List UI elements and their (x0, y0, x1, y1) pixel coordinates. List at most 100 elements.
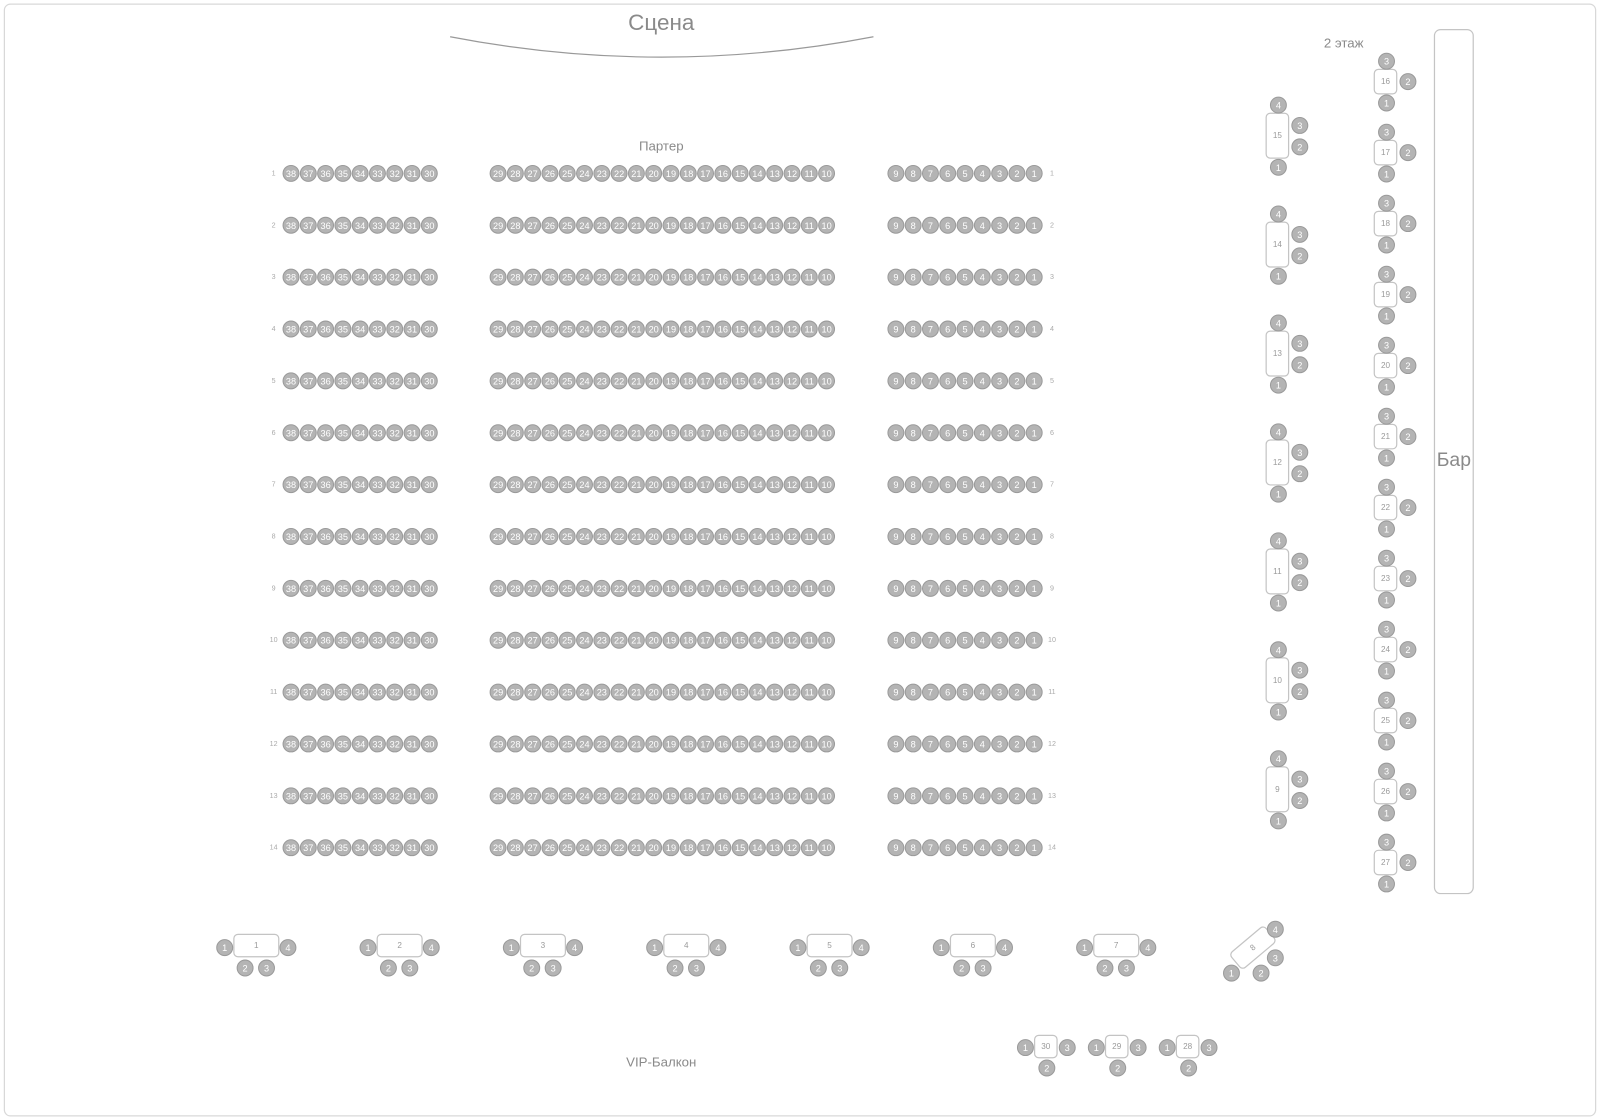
seat[interactable]: 9 (887, 372, 905, 390)
seat[interactable]: 29 (489, 372, 507, 390)
table-seat[interactable]: 3 (1291, 770, 1309, 788)
seat[interactable]: 6 (939, 216, 957, 234)
seat[interactable]: 16 (714, 735, 732, 753)
table-seat[interactable]: 3 (1291, 116, 1309, 134)
seat[interactable]: 28 (506, 683, 524, 701)
seat[interactable]: 17 (697, 476, 715, 494)
table-seat[interactable]: 1 (1269, 267, 1287, 285)
seat[interactable]: 24 (576, 320, 593, 338)
table-seat[interactable]: 3 (1378, 52, 1395, 70)
seat[interactable]: 8 (904, 528, 922, 545)
seat[interactable]: 15 (731, 787, 749, 805)
seat[interactable]: 16 (714, 787, 732, 805)
seat[interactable]: 35 (334, 268, 352, 286)
seat[interactable]: 16 (714, 216, 732, 234)
seat[interactable]: 29 (489, 320, 507, 338)
seat[interactable]: 29 (489, 476, 507, 494)
seat[interactable]: 19 (662, 164, 680, 182)
seat[interactable]: 2 (1008, 424, 1026, 442)
seat[interactable]: 2 (1008, 476, 1026, 494)
seat[interactable]: 31 (403, 735, 421, 753)
seat[interactable]: 28 (506, 476, 524, 494)
seat[interactable]: 11 (800, 268, 818, 286)
seat[interactable]: 22 (610, 372, 628, 390)
seat[interactable]: 13 (766, 839, 784, 857)
seat[interactable]: 8 (904, 476, 922, 494)
seat[interactable]: 24 (576, 476, 593, 494)
seat[interactable]: 19 (662, 839, 680, 857)
seat[interactable]: 11 (800, 528, 818, 545)
seat[interactable]: 28 (506, 839, 524, 857)
seat[interactable]: 4 (973, 164, 991, 182)
table-seat[interactable]: 3 (831, 959, 849, 977)
seat[interactable]: 30 (420, 735, 438, 753)
seat[interactable]: 14 (748, 424, 766, 442)
seat[interactable]: 26 (541, 216, 559, 234)
seat[interactable]: 37 (299, 216, 317, 234)
seat[interactable]: 9 (887, 683, 905, 701)
seat[interactable]: 5 (956, 735, 974, 753)
seat[interactable]: 27 (524, 735, 542, 753)
seat[interactable]: 17 (697, 320, 715, 338)
seat[interactable]: 10 (818, 579, 836, 597)
seat[interactable]: 5 (956, 164, 974, 182)
seat[interactable]: 7 (921, 320, 939, 338)
seat[interactable]: 3 (991, 735, 1009, 753)
seat[interactable]: 33 (368, 839, 386, 857)
seat[interactable]: 37 (299, 631, 317, 649)
seat[interactable]: 20 (645, 631, 663, 649)
seat[interactable]: 23 (593, 216, 611, 234)
seat[interactable]: 24 (576, 216, 593, 234)
seat[interactable]: 9 (887, 528, 905, 545)
seat[interactable]: 33 (368, 424, 386, 442)
seat[interactable]: 25 (558, 320, 576, 338)
seat[interactable]: 22 (610, 787, 628, 805)
seat[interactable]: 13 (766, 683, 784, 701)
seat[interactable]: 33 (368, 216, 386, 234)
seat[interactable]: 10 (818, 839, 836, 857)
seat[interactable]: 7 (921, 372, 939, 390)
table[interactable]: 19 (1373, 281, 1398, 308)
seat[interactable]: 2 (1008, 735, 1026, 753)
seat[interactable]: 21 (627, 579, 645, 597)
seat[interactable]: 24 (576, 631, 593, 649)
seat[interactable]: 24 (576, 839, 593, 857)
table[interactable]: 6 (949, 933, 996, 958)
seat[interactable]: 10 (818, 787, 836, 805)
seat[interactable]: 27 (524, 372, 542, 390)
seat[interactable]: 12 (783, 164, 801, 182)
seat[interactable]: 34 (351, 372, 369, 390)
seat[interactable]: 3 (991, 164, 1009, 182)
seat[interactable]: 13 (766, 216, 784, 234)
seat[interactable]: 2 (1008, 839, 1026, 857)
table[interactable]: 21 (1373, 423, 1398, 450)
seat[interactable]: 19 (662, 372, 680, 390)
seat[interactable]: 33 (368, 320, 386, 338)
table-seat[interactable]: 3 (1291, 225, 1309, 243)
seat[interactable]: 38 (282, 579, 300, 597)
seat[interactable]: 17 (697, 424, 715, 442)
seat[interactable]: 13 (766, 372, 784, 390)
seat[interactable]: 9 (887, 216, 905, 234)
table-seat[interactable]: 3 (974, 959, 992, 977)
seat[interactable]: 38 (282, 216, 300, 234)
seat[interactable]: 19 (662, 476, 680, 494)
seat[interactable]: 36 (317, 735, 335, 753)
seat[interactable]: 37 (299, 476, 317, 494)
seat[interactable]: 32 (386, 164, 404, 182)
seat[interactable]: 23 (593, 528, 611, 545)
seat[interactable]: 27 (524, 787, 542, 805)
seat[interactable]: 2 (1008, 268, 1026, 286)
seat[interactable]: 33 (368, 631, 386, 649)
seat[interactable]: 24 (576, 528, 593, 545)
seat[interactable]: 22 (610, 579, 628, 597)
seat[interactable]: 6 (939, 320, 957, 338)
seat[interactable]: 4 (973, 476, 991, 494)
table[interactable]: 11 (1265, 548, 1290, 595)
seat[interactable]: 18 (679, 164, 697, 182)
seat[interactable]: 35 (334, 839, 352, 857)
seat[interactable]: 26 (541, 528, 559, 545)
seat[interactable]: 3 (991, 839, 1009, 857)
seat[interactable]: 28 (506, 424, 524, 442)
seat[interactable]: 38 (282, 424, 300, 442)
